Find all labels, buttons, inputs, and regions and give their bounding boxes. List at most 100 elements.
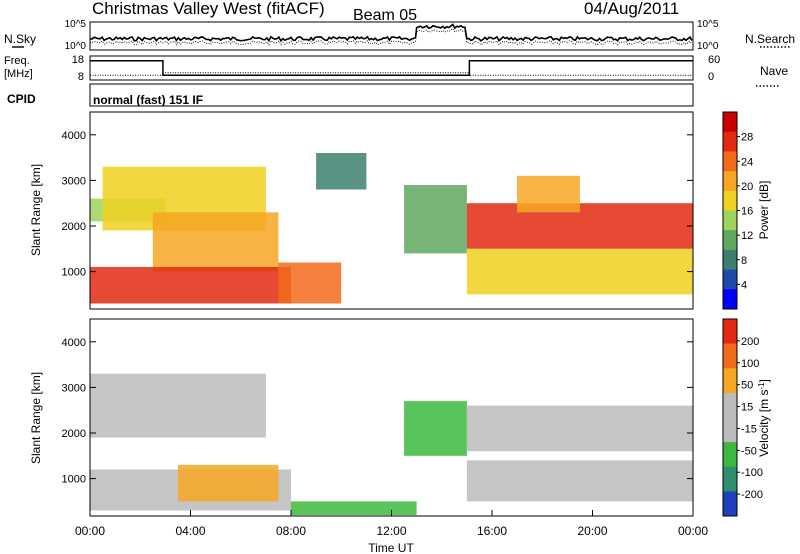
colorbar-tick-label-3: 16 — [741, 206, 753, 218]
heatmap-cell-0 — [90, 373, 266, 438]
nsky-tick-top: 10^5 — [65, 19, 87, 30]
freq-panel: Freq. [MHz] 18 8 Nave 60 0 — [4, 54, 788, 87]
freq-tick-top: 18 — [72, 54, 84, 66]
heatmap-cell-2 — [152, 212, 279, 272]
nsky-label: N.Sky — [4, 32, 36, 46]
heatmap-cell-2 — [177, 464, 279, 502]
heatmap-cell-4 — [278, 262, 342, 304]
beam-label: Beam 05 — [353, 7, 417, 24]
colorbar-swatch-7 — [723, 491, 737, 517]
colorbar-tick-label-5: -50 — [741, 445, 757, 457]
velocity-colorbar-label: Velocity [m s-1] — [757, 379, 772, 457]
nsky-tick-bottom: 10^0 — [65, 41, 87, 52]
colorbar-swatch-8 — [723, 269, 737, 290]
station-title: Christmas Valley West (fitACF) — [92, 0, 325, 18]
nsky-panel: N.Sky 10^5 10^0 N.Search 10^5 10^0 — [4, 19, 795, 52]
y-tick-label-2: 2000 — [62, 428, 86, 440]
y-tick-label-0: 4000 — [62, 130, 86, 142]
heatmap-cell-5 — [466, 405, 693, 452]
colorbar-tick-label-2: 20 — [741, 181, 753, 193]
colorbar-tick-label-1: 24 — [741, 156, 753, 168]
heatmap-cell-3 — [291, 501, 417, 516]
cpid-frame — [89, 83, 694, 107]
heatmap-cell-4 — [404, 401, 467, 456]
time-axis-label: Time UT — [368, 541, 414, 554]
colorbar-tick-label-6: -100 — [741, 467, 763, 479]
x-tick-label-4: 16:00 — [477, 524, 507, 538]
x-tick-label-0: 00:00 — [75, 524, 105, 538]
nsky-series-line — [89, 23, 693, 43]
time-axis: 00:00 04:00 08:00 12:00 16:00 20:00 00:00 — [75, 510, 708, 538]
y-tick-label-3: 1000 — [62, 474, 86, 486]
velocity-unit-exponent: -1 — [757, 382, 766, 390]
colorbar-swatch-5 — [723, 442, 737, 468]
date-label: 04/Aug/2011 — [584, 0, 679, 18]
colorbar-tick-label-0: 200 — [741, 336, 759, 348]
freq-frame — [89, 55, 694, 81]
colorbar-swatch-7 — [723, 249, 737, 271]
colorbar-frame — [722, 318, 738, 517]
velocity-heatmap-cells — [90, 373, 693, 516]
nave-tick-bottom: 0 — [708, 71, 714, 83]
power-colorbar-label: Power [dB] — [757, 181, 771, 240]
nsky-frame — [89, 21, 694, 51]
colorbar-swatch-3 — [723, 171, 737, 192]
colorbar-tick-label-5: 8 — [741, 255, 747, 267]
colorbar-swatch-2 — [723, 151, 737, 172]
power-frame — [89, 111, 694, 310]
colorbar-tick-label-3: 15 — [741, 402, 753, 414]
heatmap-cell-6 — [404, 185, 467, 254]
cpid-label: CPID — [7, 92, 36, 106]
heatmap-cell-5 — [316, 153, 367, 190]
colorbar-swatch-6 — [723, 466, 737, 492]
velocity-yaxis: 4000 3000 2000 1000 — [62, 337, 693, 486]
nave-label: Nave — [760, 64, 788, 78]
colorbar-swatch-4 — [723, 190, 737, 211]
velocity-colorbar: 200 100 50 15 -15 -50 -100 -200 — [722, 318, 763, 517]
velocity-ylabel: Slant Range [km] — [29, 372, 43, 464]
colorbar-tick-label-4: -15 — [741, 423, 757, 435]
freq-label: Freq. — [4, 55, 30, 67]
nsearch-series-line — [89, 27, 693, 46]
x-tick-label-3: 12:00 — [376, 524, 406, 538]
freq-series-line — [90, 60, 693, 76]
colorbar-swatch-6 — [723, 230, 737, 251]
nsearch-label: N.Search — [745, 32, 795, 46]
power-heatmap-cells — [90, 153, 693, 304]
colorbar-tick-label-0: 28 — [741, 132, 753, 144]
colorbar-tick-label-6: 4 — [741, 279, 747, 291]
heatmap-cell-3 — [90, 267, 291, 304]
colorbar-tick-label-4: 12 — [741, 230, 753, 242]
nave-tick-top: 60 — [708, 54, 720, 66]
heatmap-cell-8 — [466, 248, 693, 295]
freq-tick-bottom: 8 — [78, 71, 84, 83]
x-tick-label-2: 08:00 — [276, 524, 306, 538]
colorbar-swatch-3 — [723, 392, 737, 418]
colorbar-swatch-5 — [723, 210, 737, 231]
x-tick-label-6: 00:00 — [678, 524, 708, 538]
y-tick-label-2: 2000 — [62, 221, 86, 233]
colorbar-swatch-4 — [723, 417, 737, 443]
freq-unit-label: [MHz] — [4, 68, 33, 80]
x-tick-label-1: 04:00 — [175, 524, 205, 538]
colorbar-tick-label-2: 50 — [741, 380, 753, 392]
cpid-text: normal (fast) 151 IF — [93, 93, 203, 107]
y-tick-label-1: 3000 — [62, 175, 86, 187]
y-tick-label-3: 1000 — [62, 267, 86, 279]
colorbar-tick-label-1: 100 — [741, 358, 759, 370]
colorbar-swatch-9 — [723, 289, 737, 310]
nave-series-line — [90, 72, 693, 76]
heatmap-cell-6 — [466, 460, 693, 502]
power-panel: 4000 3000 2000 1000 Slant Range [km] 28 24 20… — [29, 111, 771, 310]
power-ylabel: Slant Range [km] — [29, 164, 43, 256]
colorbar-swatch-0 — [723, 319, 737, 345]
power-yaxis: 4000 3000 2000 1000 — [62, 130, 693, 279]
colorbar-tick-label-7: -200 — [741, 489, 763, 501]
x-tick-label-5: 20:00 — [577, 524, 607, 538]
power-colorbar: 28 24 20 16 12 8 4 — [722, 111, 753, 310]
colorbar-swatch-1 — [723, 343, 737, 369]
heatmap-cell-9 — [517, 175, 580, 213]
velocity-panel: 4000 3000 2000 1000 Slant Range [km] 200 100… — [29, 318, 772, 554]
colorbar-swatch-0 — [723, 112, 737, 133]
